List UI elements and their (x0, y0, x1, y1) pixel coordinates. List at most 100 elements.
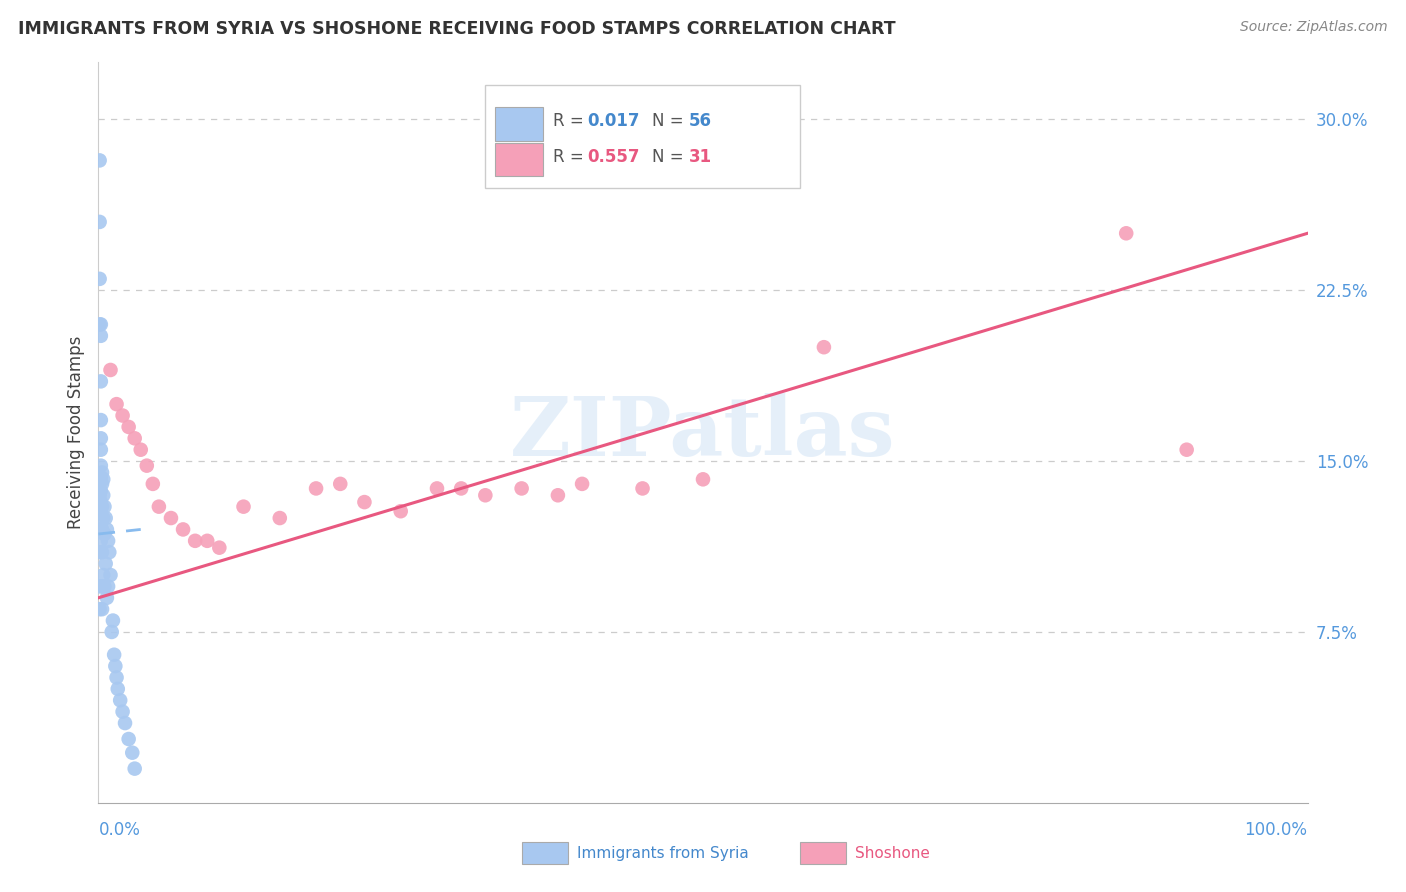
Point (89, 545, 111, 559)
Point (107, 681, 129, 696)
Point (692, 472, 714, 486)
FancyBboxPatch shape (495, 143, 543, 176)
Point (547, 488, 569, 502)
Point (142, 476, 165, 491)
Point (90, 495, 112, 509)
Point (90, 458, 112, 473)
Point (305, 482, 328, 496)
Point (100, 568, 122, 582)
Point (94, 511, 117, 525)
Point (91, 511, 114, 525)
Text: Source: ZipAtlas.com: Source: ZipAtlas.com (1240, 20, 1388, 34)
Point (118, 420, 141, 434)
Point (160, 511, 183, 525)
Point (91, 500, 114, 514)
Point (124, 762, 146, 776)
Point (89, 579, 111, 593)
Point (118, 731, 141, 746)
Point (91, 579, 114, 593)
Point (89, 523, 111, 537)
Point (121, 746, 143, 760)
Point (93, 500, 115, 514)
Text: 100.0%: 100.0% (1244, 822, 1308, 839)
Point (93, 527, 115, 541)
Point (329, 476, 352, 491)
Point (90, 318, 112, 332)
Point (813, 340, 835, 354)
Point (89, 488, 111, 502)
Point (474, 488, 496, 502)
Point (108, 693, 131, 707)
Point (111, 705, 134, 719)
Point (90, 442, 112, 457)
Point (89, 272, 111, 286)
FancyBboxPatch shape (495, 107, 543, 141)
Point (91, 602, 114, 616)
Point (91, 488, 114, 502)
Point (105, 671, 128, 685)
Point (90, 470, 112, 484)
Text: N =: N = (652, 112, 689, 130)
Point (232, 500, 254, 514)
Point (101, 614, 124, 628)
FancyBboxPatch shape (485, 85, 800, 188)
Point (89, 153, 111, 168)
Point (90, 533, 112, 548)
Text: R =: R = (553, 112, 589, 130)
Point (90, 483, 112, 498)
Point (124, 431, 146, 445)
Point (91, 545, 114, 559)
Text: 0.017: 0.017 (586, 112, 640, 130)
Point (510, 482, 533, 496)
Text: 0.557: 0.557 (586, 148, 640, 166)
Point (631, 482, 654, 496)
Point (91, 472, 114, 486)
Point (100, 363, 122, 377)
Text: ZIPatlas: ZIPatlas (510, 392, 896, 473)
Point (91, 568, 114, 582)
Point (353, 495, 375, 509)
Point (103, 648, 125, 662)
Point (90, 413, 112, 427)
Point (114, 716, 136, 731)
Point (90, 431, 112, 445)
Text: R =: R = (553, 148, 589, 166)
Point (91, 523, 114, 537)
Point (105, 397, 128, 411)
Text: IMMIGRANTS FROM SYRIA VS SHOSHONE RECEIVING FOOD STAMPS CORRELATION CHART: IMMIGRANTS FROM SYRIA VS SHOSHONE RECEIV… (18, 20, 896, 37)
Point (184, 533, 207, 548)
Point (450, 482, 472, 496)
Text: Shoshone: Shoshone (855, 846, 931, 861)
Point (426, 482, 449, 496)
Point (89, 500, 111, 514)
Point (91, 466, 114, 480)
FancyBboxPatch shape (800, 842, 845, 864)
Point (90, 328, 112, 343)
Point (97, 533, 120, 548)
Point (129, 442, 152, 457)
Point (96, 523, 118, 537)
Text: Immigrants from Syria: Immigrants from Syria (578, 846, 749, 861)
Point (89, 602, 111, 616)
Point (100, 624, 122, 639)
Point (90, 504, 112, 518)
Y-axis label: Receiving Food Stamps: Receiving Food Stamps (66, 336, 84, 529)
Point (89, 318, 111, 332)
FancyBboxPatch shape (522, 842, 568, 864)
Text: N =: N = (652, 148, 689, 166)
Point (208, 541, 231, 555)
Point (135, 458, 157, 473)
Point (93, 579, 115, 593)
Point (89, 215, 111, 229)
Text: 56: 56 (689, 112, 711, 130)
Point (94, 557, 117, 571)
Point (1175, 442, 1198, 457)
Point (90, 375, 112, 389)
Point (571, 476, 593, 491)
Text: 0.0%: 0.0% (98, 822, 141, 839)
Point (148, 500, 170, 514)
Point (269, 511, 291, 525)
Text: 31: 31 (689, 148, 711, 166)
Point (104, 659, 127, 673)
Point (98, 545, 121, 559)
